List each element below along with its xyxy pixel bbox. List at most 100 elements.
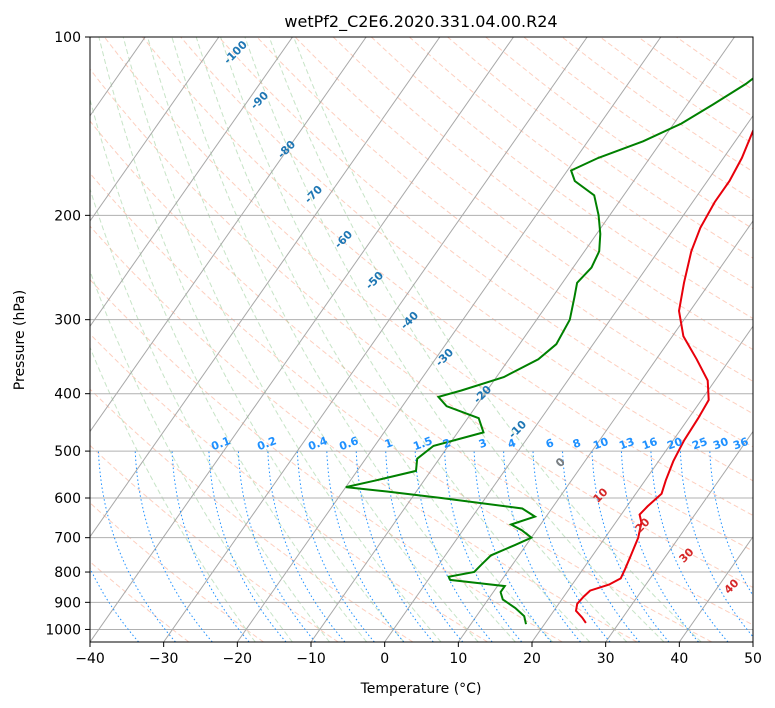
x-tick-label: −30 (149, 651, 179, 667)
dry-adiabat (180, 37, 753, 482)
y-tick-label: 200 (54, 208, 81, 224)
mixing-ratio-label: 13 (617, 435, 636, 452)
mixing-ratio-label: 6 (544, 436, 556, 451)
dry-adiabat (637, 37, 753, 118)
moist-adiabat (293, 37, 702, 642)
isotherm-line (605, 430, 753, 642)
moist-adiabat (244, 37, 628, 642)
dry-adiabat (332, 37, 753, 351)
x-axis-label: Temperature (°C) (360, 681, 482, 697)
dry-adiabat (90, 502, 264, 642)
mixing-ratio-label: 3 (477, 436, 489, 451)
mixing-ratio-line (650, 451, 729, 642)
isotherm-line (678, 535, 753, 642)
mixing-ratio-line (709, 451, 753, 597)
moist-adiabat (268, 37, 665, 642)
moist-adiabat (122, 37, 442, 642)
dry-adiabat (90, 120, 753, 626)
moist-adiabat (90, 187, 330, 642)
mixing-ratio-line (267, 451, 346, 642)
mixing-ratio-label: 0.4 (306, 434, 329, 453)
background-lines (90, 37, 753, 642)
x-tick-label: 20 (523, 651, 541, 667)
mixing-ratio-line (134, 451, 213, 642)
isotherm-line (457, 220, 753, 642)
chart-title: wetPf2_C2E6.2020.331.04.00.R24 (284, 12, 557, 32)
line-labels: -100-90-80-70-60-50-40-30-20-1000.1 0.2 0.… (209, 38, 750, 597)
dry-adiabat (90, 68, 753, 589)
moist-adiabat (90, 97, 368, 642)
pressure-gridlines (90, 37, 753, 630)
dry-adiabat (90, 278, 563, 642)
mixing-ratio-line (414, 451, 493, 642)
isotherm-line (90, 37, 441, 538)
y-tick-label: 500 (54, 444, 81, 460)
isotherm-line (531, 325, 753, 642)
y-axis: 100 200 300 400 500 600 700 800 900 1000 (45, 30, 90, 638)
isotherm-line (310, 37, 735, 642)
moist-adiabat (98, 37, 405, 642)
dry-adiabat (256, 37, 753, 415)
y-tick-label: 400 (54, 387, 81, 403)
isotherm-line (90, 37, 514, 642)
dry-adiabat (104, 37, 753, 552)
dry-adiabat (294, 37, 753, 382)
mixing-ratio-label: 4 (506, 436, 518, 451)
isotherm-label: -30 (433, 346, 456, 369)
isotherm-line (384, 114, 753, 642)
x-tick-label: 40 (670, 651, 688, 667)
moist-adiabat (195, 37, 553, 642)
dry-adiabat (370, 37, 753, 320)
mixing-ratio-label: 8 (571, 436, 583, 451)
isotherm-line (90, 37, 293, 328)
isotherm-label: -50 (363, 269, 386, 292)
mixing-ratio-label: 2 (441, 436, 453, 451)
y-tick-label: 100 (54, 30, 81, 46)
y-tick-label: 800 (54, 565, 81, 581)
mixing-ratio-line (444, 451, 523, 642)
dry-adiabat (523, 37, 753, 201)
moist-adiabat (147, 37, 479, 642)
dewpoint-line (345, 77, 753, 625)
mixing-ratio-label: 0.1 (209, 434, 232, 453)
dry-adiabat (90, 172, 712, 642)
mixing-ratio-label: 36 (731, 435, 750, 453)
isotherm-label: -100 (221, 38, 250, 67)
x-tick-label: 0 (380, 651, 389, 667)
mixing-ratio-line (620, 451, 699, 642)
y-tick-label: 600 (54, 491, 81, 507)
warm-label: 10 (591, 485, 611, 505)
x-axis: −40 −30 −20 −10 0 10 20 30 40 50 (75, 642, 762, 667)
isotherm-line (163, 37, 588, 642)
plot-frame (89, 36, 754, 643)
moist-adiabat (171, 37, 516, 642)
dry-adiabat (90, 561, 190, 642)
y-tick-label: 1000 (45, 622, 81, 638)
dry-adiabat (90, 388, 414, 642)
mixing-ratio-lines (90, 451, 753, 642)
x-tick-label: −40 (75, 651, 105, 667)
warm-label: 20 (633, 515, 653, 535)
mixing-ratio-line (326, 451, 405, 642)
dry-adiabat (142, 37, 753, 517)
mixing-ratio-label: 25 (690, 435, 709, 452)
moist-adiabat (90, 346, 256, 642)
mixing-ratio-line (355, 451, 434, 642)
y-tick-label: 700 (54, 531, 81, 547)
isotherm-line (752, 641, 753, 642)
warm-label: 40 (722, 576, 742, 596)
mixing-ratio-line (503, 451, 581, 642)
dry-adiabat (485, 37, 753, 230)
mixing-ratio-line (237, 451, 316, 642)
mixing-ratio-label: 0.2 (255, 434, 278, 453)
x-tick-label: −10 (296, 651, 326, 667)
dry-adiabat (447, 37, 753, 259)
dry-adiabat (218, 37, 753, 448)
x-tick-label: 10 (449, 651, 467, 667)
mixing-ratio-label: 10 (591, 435, 610, 453)
mixing-ratio-label: 16 (640, 435, 659, 453)
moist-adiabat (90, 269, 293, 642)
mixing-ratio-label: 20 (665, 435, 684, 453)
moist-adiabat (220, 37, 591, 642)
